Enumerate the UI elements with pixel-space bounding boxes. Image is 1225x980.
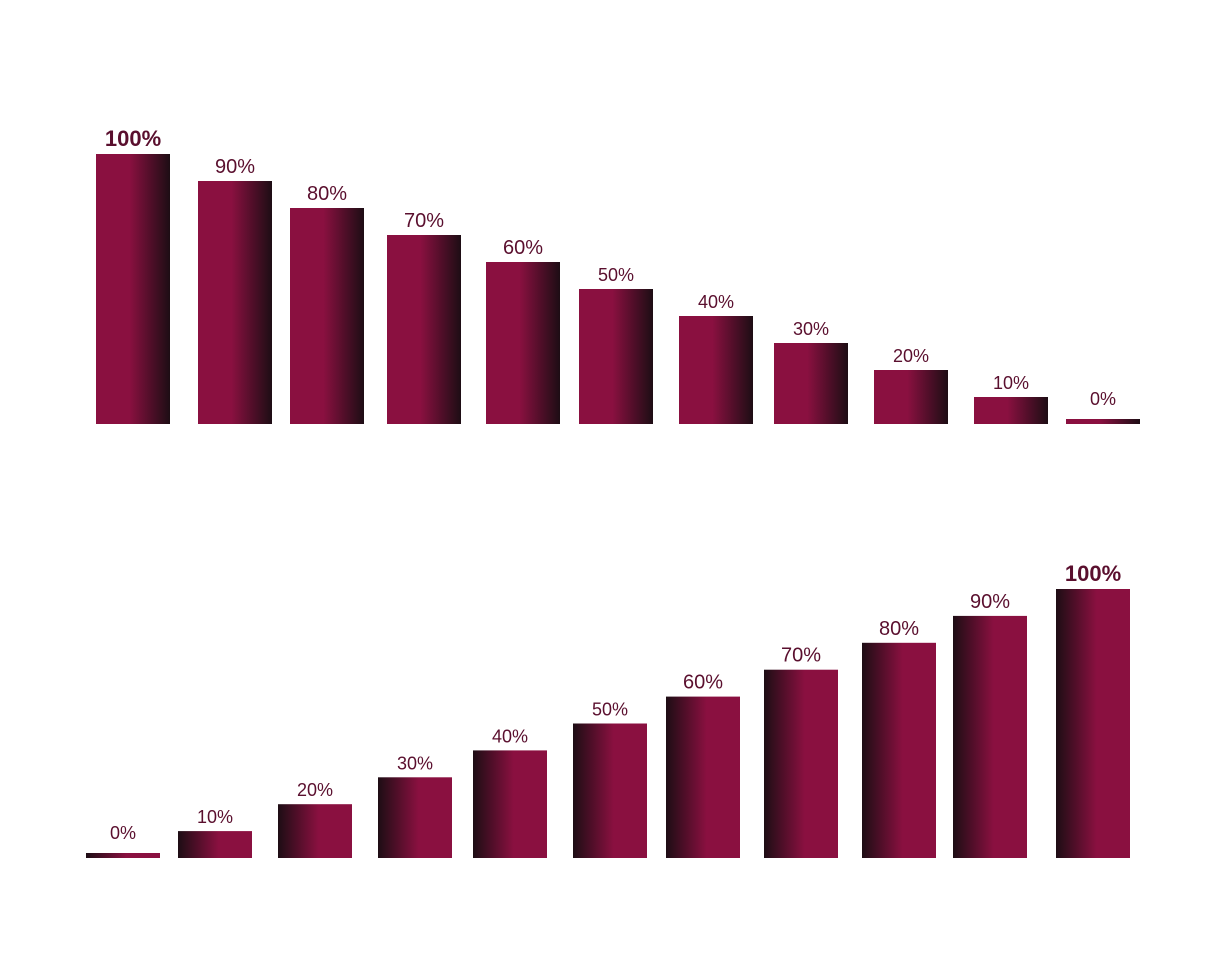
bar-value-label: 100% xyxy=(105,126,161,151)
bar-60-percent xyxy=(486,262,560,424)
bar-20-percent xyxy=(874,370,948,424)
bar-value-label: 20% xyxy=(893,346,929,366)
bar-value-label: 20% xyxy=(297,780,333,800)
bar-50-percent xyxy=(573,723,647,858)
bar-value-label: 0% xyxy=(110,823,136,843)
bar-80-percent xyxy=(862,642,936,858)
bar-value-label: 50% xyxy=(598,265,634,285)
bar-40-percent xyxy=(473,750,547,858)
bar-value-label: 40% xyxy=(698,292,734,312)
bar-70-percent xyxy=(764,669,838,858)
bar-value-label: 60% xyxy=(503,237,543,259)
bar-40-percent xyxy=(679,316,753,424)
bar-value-label: 10% xyxy=(197,807,233,827)
bar-value-label: 0% xyxy=(1090,389,1116,409)
bar-90-percent xyxy=(198,181,272,424)
bar-value-label: 10% xyxy=(993,373,1029,393)
bar-value-label: 80% xyxy=(879,618,919,640)
bar-value-label: 90% xyxy=(970,591,1010,613)
descending-bar-chart: 100% 90% 80% 70% 60% 50% 40% 30% 20% 10% 0% xyxy=(96,126,1140,424)
bar-90-percent xyxy=(953,615,1027,858)
bar-value-label: 90% xyxy=(215,156,255,178)
bar-value-label: 70% xyxy=(404,210,444,232)
bar-value-label: 100% xyxy=(1065,561,1121,586)
bar-0-percent xyxy=(1066,419,1140,424)
bar-value-label: 80% xyxy=(307,183,347,205)
bar-10-percent xyxy=(974,397,1048,424)
bar-80-percent xyxy=(290,208,364,424)
bar-100-percent xyxy=(96,154,170,424)
bar-50-percent xyxy=(579,289,653,424)
bar-30-percent xyxy=(378,777,452,858)
bar-60-percent xyxy=(666,696,740,858)
bar-0-percent xyxy=(86,853,160,858)
bar-value-label: 60% xyxy=(683,672,723,694)
bar-value-label: 40% xyxy=(492,726,528,746)
bar-70-percent xyxy=(387,235,461,424)
bar-20-percent xyxy=(278,804,352,858)
bar-value-label: 70% xyxy=(781,645,821,667)
bar-30-percent xyxy=(774,343,848,424)
ascending-bar-chart: 0% 10% 20% 30% 40% 50% 60% 70% 80% 90% 100% xyxy=(86,561,1130,858)
bar-10-percent xyxy=(178,831,252,858)
bar-100-percent xyxy=(1056,589,1130,858)
bar-value-label: 30% xyxy=(397,753,433,773)
bar-value-label: 50% xyxy=(592,700,628,720)
bar-value-label: 30% xyxy=(793,319,829,339)
